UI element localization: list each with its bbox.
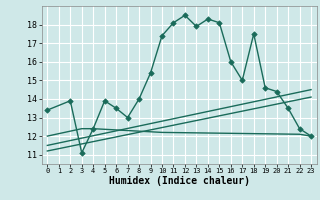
X-axis label: Humidex (Indice chaleur): Humidex (Indice chaleur) (109, 176, 250, 186)
